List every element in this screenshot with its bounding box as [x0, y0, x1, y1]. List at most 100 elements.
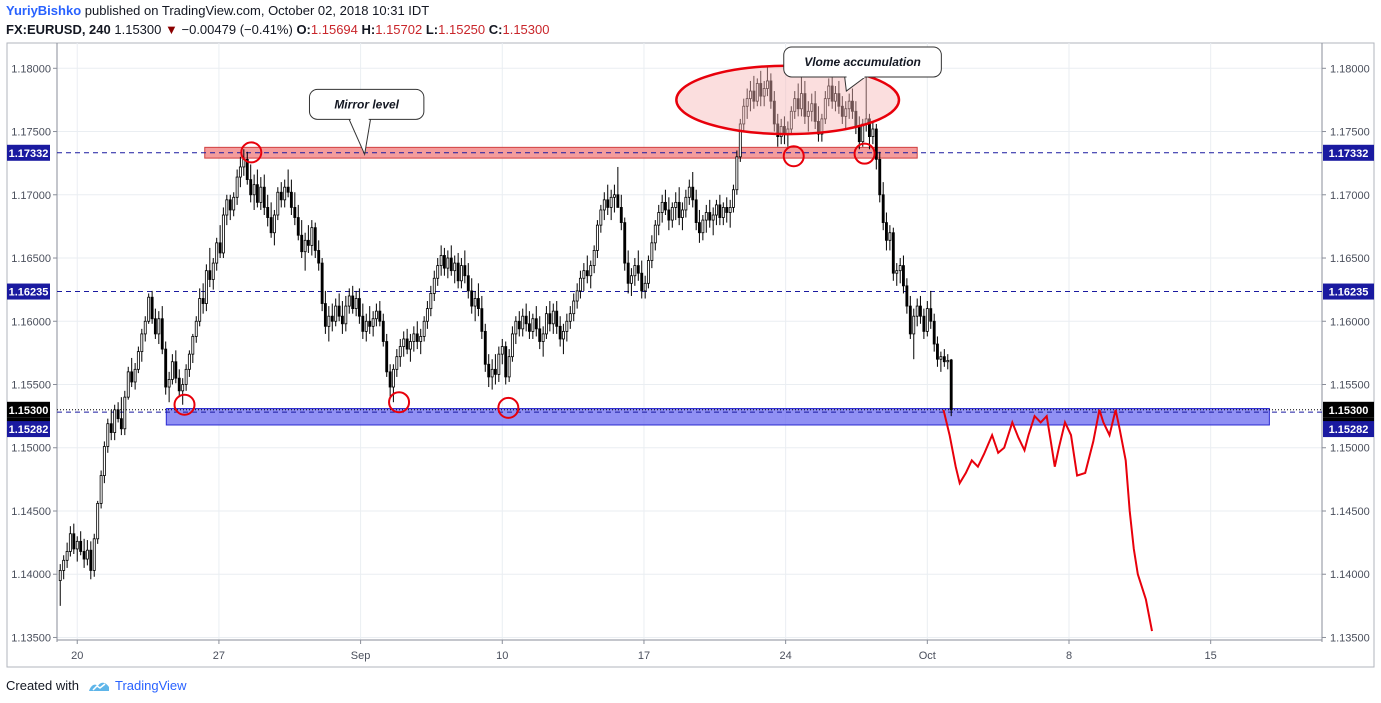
candle-body	[949, 359, 953, 411]
candle	[653, 220, 657, 251]
candle-body	[225, 199, 229, 216]
candle	[204, 264, 208, 312]
candle-body	[126, 371, 130, 398]
candle	[371, 311, 375, 337]
candle	[266, 194, 270, 227]
y-tick-label-right: 1.13500	[1330, 632, 1370, 644]
candle	[276, 187, 280, 221]
candle	[623, 217, 627, 271]
candle	[283, 179, 287, 208]
candle	[942, 349, 946, 367]
candle	[361, 303, 365, 339]
candle	[286, 169, 290, 198]
candle-body	[561, 330, 565, 340]
candle	[96, 500, 100, 544]
candle	[524, 303, 528, 332]
published-text: published on TradingView.com, October 02…	[81, 3, 430, 18]
candle	[650, 235, 654, 269]
candle	[259, 177, 263, 210]
candle-body	[133, 368, 137, 383]
candle	[820, 113, 824, 142]
candle-body	[646, 260, 650, 284]
candle	[279, 182, 283, 208]
candle-body	[609, 196, 613, 208]
candle-body	[221, 214, 225, 254]
candle-body	[755, 83, 759, 102]
candle	[232, 192, 236, 217]
candle-body	[184, 368, 188, 385]
candle	[82, 538, 86, 568]
candle-body	[439, 255, 443, 267]
candle-body	[150, 296, 154, 320]
candle	[136, 346, 140, 374]
touch-highlight-circle	[388, 391, 411, 414]
y-tick-label-left: 1.15000	[11, 443, 51, 455]
candle-body	[378, 310, 382, 322]
candle	[531, 313, 535, 339]
low-label: L:	[425, 22, 439, 37]
candle-body	[310, 227, 314, 246]
candle	[245, 151, 249, 185]
price-label-box	[1323, 401, 1374, 418]
candle-body	[262, 186, 266, 208]
candle	[211, 258, 215, 290]
price-label-text: 1.15282	[1329, 424, 1369, 436]
candle-body	[235, 176, 239, 198]
candle	[215, 237, 219, 271]
candle-body	[623, 222, 627, 264]
candle-body	[446, 257, 450, 269]
candle	[609, 189, 613, 221]
price-label-text: 1.16235	[9, 287, 49, 299]
candle	[439, 245, 443, 276]
candle-body	[844, 108, 848, 117]
candle-body	[58, 570, 62, 581]
x-tick-label: 20	[71, 650, 83, 662]
candle-body	[470, 290, 474, 307]
publish-info: YuriyBishko published on TradingView.com…	[6, 3, 429, 18]
candle-body	[595, 224, 599, 251]
candle-body	[92, 538, 96, 571]
candle-body	[340, 315, 344, 325]
candle-body	[599, 209, 603, 226]
candle	[629, 268, 633, 296]
price-label-text: 1.17332	[1329, 148, 1369, 160]
candle-body	[919, 305, 922, 317]
candle-body	[680, 209, 684, 218]
candle	[602, 192, 606, 221]
candle-body	[364, 320, 368, 332]
candle	[177, 369, 181, 398]
candle	[395, 349, 399, 377]
candle-body	[725, 207, 729, 213]
candle-body	[881, 194, 885, 224]
candle-body	[123, 396, 127, 430]
candle	[116, 402, 120, 423]
candle	[198, 288, 202, 327]
candle	[558, 316, 562, 347]
author-link[interactable]: YuriyBishko	[6, 3, 82, 18]
tradingview-link[interactable]: TradingView	[114, 678, 187, 693]
close-value: 1.15300	[502, 22, 550, 37]
candle	[806, 101, 810, 132]
price-label-text: 1.15300	[9, 405, 49, 417]
candle	[323, 290, 327, 334]
candle-body	[402, 338, 406, 347]
candle-body	[181, 384, 185, 392]
candle	[772, 91, 776, 132]
candle-body	[99, 475, 103, 504]
candle-body	[429, 293, 433, 310]
candle-body	[456, 262, 460, 282]
candle	[330, 303, 334, 332]
candle-body	[592, 250, 596, 267]
candle	[932, 313, 936, 352]
candle	[711, 207, 715, 236]
candle-body	[606, 199, 610, 208]
last-price: 1.15300	[114, 22, 162, 37]
price-label-box	[7, 421, 50, 438]
x-tick-label: 10	[496, 650, 508, 662]
candle	[170, 354, 174, 385]
candle	[514, 316, 518, 345]
candle-body	[769, 80, 773, 102]
candle-body	[548, 313, 552, 325]
candle	[925, 301, 929, 337]
